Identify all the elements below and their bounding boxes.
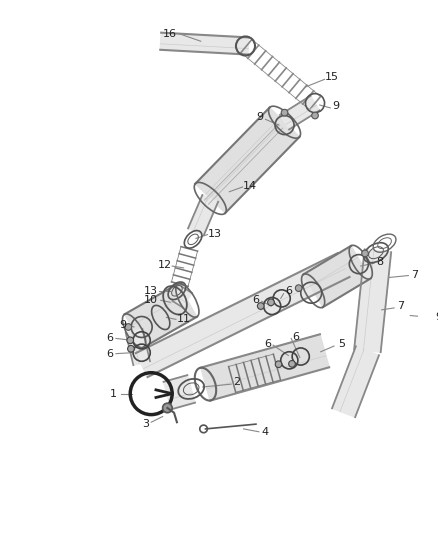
Polygon shape — [201, 334, 329, 401]
Text: 6: 6 — [264, 339, 271, 349]
Text: 1: 1 — [110, 389, 117, 399]
Text: 15: 15 — [325, 72, 339, 83]
Text: 6: 6 — [293, 332, 300, 342]
Circle shape — [281, 109, 288, 116]
Text: 7: 7 — [397, 301, 404, 311]
Text: 11: 11 — [177, 314, 191, 325]
Text: 9: 9 — [119, 320, 126, 330]
Circle shape — [127, 345, 134, 352]
Text: 7: 7 — [411, 270, 419, 280]
Circle shape — [295, 285, 302, 292]
Circle shape — [275, 361, 282, 368]
Circle shape — [125, 324, 132, 330]
Polygon shape — [304, 246, 371, 307]
Text: 6: 6 — [107, 334, 114, 343]
Polygon shape — [160, 33, 249, 54]
Text: 14: 14 — [243, 181, 257, 191]
Circle shape — [268, 299, 274, 305]
Polygon shape — [124, 284, 197, 348]
Text: 13: 13 — [144, 286, 158, 296]
Polygon shape — [136, 253, 350, 377]
Text: 8: 8 — [376, 257, 383, 267]
Circle shape — [362, 250, 368, 257]
Text: 4: 4 — [262, 427, 269, 437]
Text: 6: 6 — [285, 286, 292, 296]
Circle shape — [312, 112, 318, 119]
Text: 9: 9 — [256, 112, 263, 123]
Polygon shape — [354, 249, 391, 352]
Circle shape — [127, 337, 134, 344]
Text: 6: 6 — [107, 349, 114, 359]
Polygon shape — [195, 108, 300, 213]
Circle shape — [289, 360, 295, 367]
Text: 12: 12 — [158, 260, 172, 270]
Text: 3: 3 — [142, 419, 149, 429]
Polygon shape — [126, 329, 150, 365]
Text: 6: 6 — [252, 295, 259, 305]
Polygon shape — [280, 96, 320, 130]
Text: 5: 5 — [338, 339, 345, 349]
Polygon shape — [188, 195, 218, 235]
Circle shape — [162, 403, 172, 413]
Text: 10: 10 — [144, 295, 158, 305]
Text: 13: 13 — [208, 229, 222, 239]
Text: 2: 2 — [233, 377, 240, 387]
Text: 9: 9 — [435, 312, 438, 322]
Polygon shape — [332, 346, 379, 417]
Polygon shape — [163, 375, 195, 409]
Text: 16: 16 — [163, 29, 177, 38]
Polygon shape — [172, 286, 192, 308]
Text: 9: 9 — [332, 101, 339, 111]
Circle shape — [258, 303, 264, 309]
